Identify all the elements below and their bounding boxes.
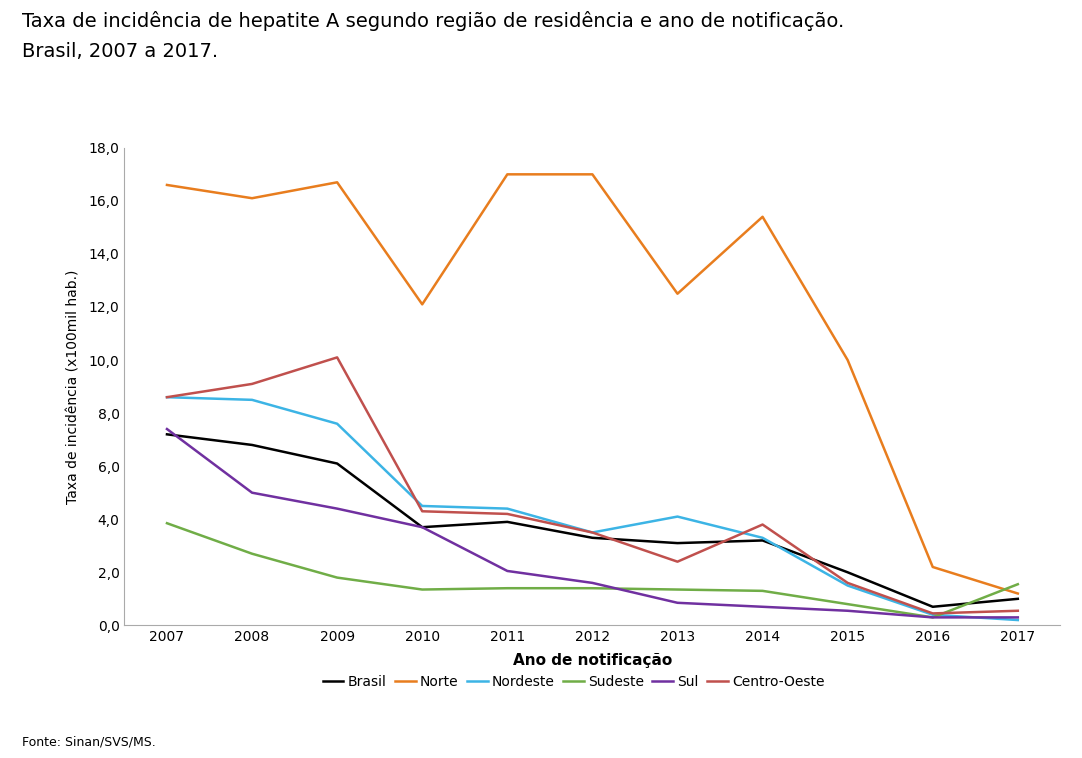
Centro-Oeste — [331, 353, 344, 362]
Sul — [671, 598, 684, 607]
Sul — [160, 424, 173, 434]
Sul — [415, 523, 428, 532]
Brasil — [501, 517, 514, 526]
Sudeste — [926, 612, 939, 622]
Nordeste — [756, 534, 769, 543]
Sul — [926, 612, 939, 622]
Brasil — [415, 523, 428, 532]
Brasil — [160, 430, 173, 439]
Centro-Oeste — [586, 528, 599, 537]
Brasil — [671, 538, 684, 547]
Norte — [501, 170, 514, 179]
Line: Nordeste: Nordeste — [167, 397, 1018, 620]
Norte — [841, 356, 854, 365]
Nordeste — [926, 610, 939, 619]
Sudeste — [501, 584, 514, 593]
Nordeste — [841, 581, 854, 590]
Centro-Oeste — [926, 609, 939, 618]
Sudeste — [756, 587, 769, 596]
Norte — [331, 178, 344, 187]
Centro-Oeste — [246, 380, 259, 389]
Norte — [415, 299, 428, 309]
Nordeste — [501, 504, 514, 513]
Brasil — [1012, 594, 1025, 603]
Centro-Oeste — [841, 578, 854, 587]
Sul — [841, 606, 854, 615]
Sul — [501, 566, 514, 575]
Sudeste — [841, 600, 854, 609]
Norte — [756, 212, 769, 221]
Norte — [246, 193, 259, 202]
Nordeste — [331, 419, 344, 428]
Text: Taxa de incidência de hepatite A segundo região de residência e ano de notificaç: Taxa de incidência de hepatite A segundo… — [22, 11, 844, 31]
Centro-Oeste — [671, 557, 684, 566]
Norte — [586, 170, 599, 179]
Nordeste — [246, 396, 259, 405]
Brasil — [246, 440, 259, 449]
Sul — [756, 602, 769, 611]
Nordeste — [160, 393, 173, 402]
Sudeste — [586, 584, 599, 593]
Sul — [1012, 612, 1025, 622]
Centro-Oeste — [756, 520, 769, 529]
Brasil — [331, 459, 344, 468]
Sudeste — [246, 549, 259, 558]
Norte — [926, 562, 939, 572]
Line: Brasil: Brasil — [167, 434, 1018, 606]
Sul — [331, 504, 344, 513]
Line: Sudeste: Sudeste — [167, 523, 1018, 617]
Norte — [1012, 589, 1025, 598]
Brasil — [586, 534, 599, 543]
Nordeste — [415, 502, 428, 511]
Nordeste — [586, 528, 599, 537]
Line: Sul: Sul — [167, 429, 1018, 617]
Text: Brasil, 2007 a 2017.: Brasil, 2007 a 2017. — [22, 42, 217, 61]
Norte — [160, 180, 173, 190]
Norte — [671, 290, 684, 299]
Centro-Oeste — [415, 507, 428, 516]
Line: Norte: Norte — [167, 174, 1018, 594]
Sudeste — [415, 585, 428, 594]
Brasil — [926, 602, 939, 611]
Brasil — [841, 568, 854, 577]
Text: Fonte: Sinan/SVS/MS.: Fonte: Sinan/SVS/MS. — [22, 736, 156, 749]
Centro-Oeste — [501, 509, 514, 518]
Sudeste — [1012, 580, 1025, 589]
Line: Centro-Oeste: Centro-Oeste — [167, 358, 1018, 613]
Nordeste — [1012, 615, 1025, 625]
Sudeste — [331, 573, 344, 582]
Nordeste — [671, 512, 684, 522]
Sul — [586, 578, 599, 587]
Y-axis label: Taxa de incidência (x100mil hab.): Taxa de incidência (x100mil hab.) — [66, 269, 80, 504]
Sudeste — [160, 518, 173, 528]
X-axis label: Ano de notificação: Ano de notificação — [513, 653, 672, 668]
Legend: Brasil, Norte, Nordeste, Sudeste, Sul, Centro-Oeste: Brasil, Norte, Nordeste, Sudeste, Sul, C… — [317, 669, 830, 694]
Centro-Oeste — [1012, 606, 1025, 615]
Sul — [246, 488, 259, 497]
Sudeste — [671, 585, 684, 594]
Brasil — [756, 536, 769, 545]
Centro-Oeste — [160, 393, 173, 402]
